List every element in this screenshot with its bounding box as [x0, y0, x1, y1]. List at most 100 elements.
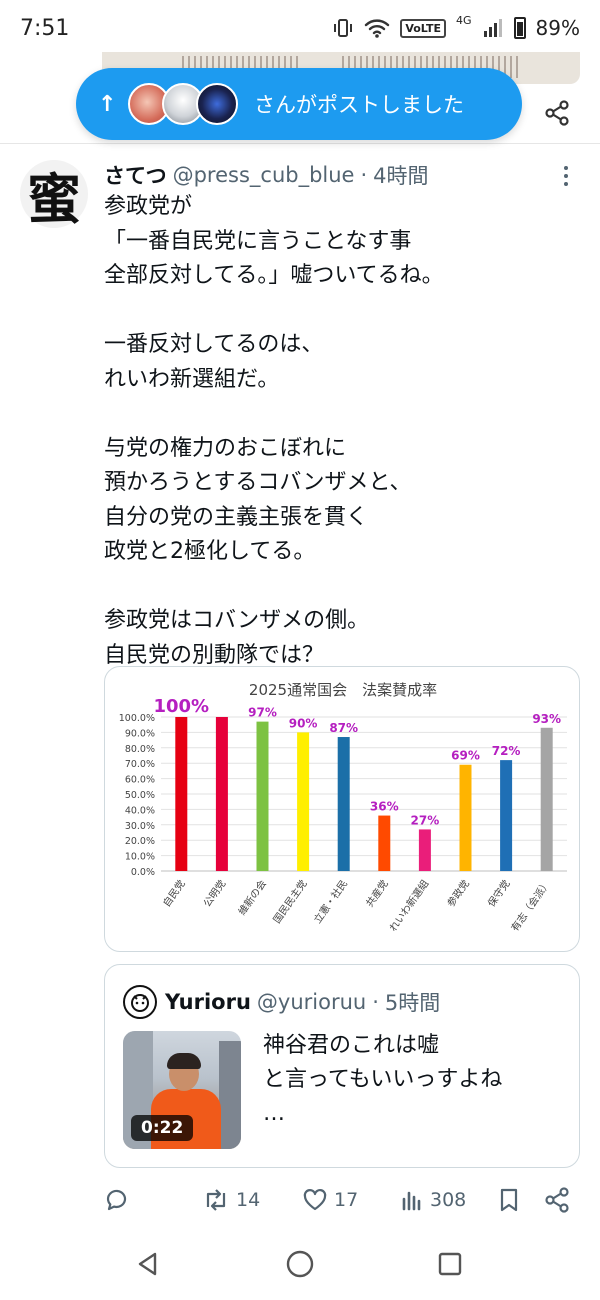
arrow-up-icon: ↑	[98, 91, 117, 117]
data-label: 27%	[411, 813, 440, 827]
data-label: 69%	[451, 749, 480, 763]
recents-square-icon	[438, 1252, 462, 1276]
y-tick-label: 0.0%	[131, 867, 155, 878]
pill-label: さんがポストしました	[254, 93, 464, 117]
bookmark-button[interactable]	[498, 1178, 520, 1222]
chart-image-card[interactable]: 2025通常国会 法案賛成率 0.0% 10.0% 20.0% 30.0% 40.0% 50…	[104, 666, 580, 952]
author-name[interactable]: さてつ	[104, 164, 167, 188]
tweet-text: 参政党が 「一番自民党に言うことなす事 全部反対してる。」嘘ついてるね。 一番反…	[104, 194, 444, 668]
y-tick-label: 70.0%	[125, 759, 155, 770]
video-duration: 0:22	[131, 1115, 194, 1141]
author-avatar[interactable]: 蜜	[20, 160, 88, 231]
quoted-tweet[interactable]: Yurioru @yurioruu · 5時間 0:22 神谷君のこれは嘘 と言…	[104, 964, 580, 1168]
share-icon[interactable]	[544, 100, 570, 126]
avatar	[196, 83, 238, 125]
vibrate-icon	[334, 19, 353, 37]
separator-dot: ·	[372, 990, 379, 1014]
bar	[337, 737, 350, 871]
volte-badge: VoLTE	[400, 18, 447, 38]
quote-avatar[interactable]	[123, 985, 157, 1019]
status-bar: 7:51 VoLTE 4G 89%	[0, 0, 600, 56]
x-tick-label: 維新の会	[235, 877, 269, 917]
bar-chart: 2025通常国会 法案賛成率 0.0% 10.0% 20.0% 30.0% 40.0% 50…	[119, 681, 567, 934]
y-tick-label: 50.0%	[125, 790, 155, 801]
y-tick-label: 40.0%	[125, 805, 155, 816]
x-tick-label: 公明党	[201, 877, 229, 909]
x-tick-label: 立憲・社民	[311, 877, 350, 925]
heart-icon	[303, 1189, 327, 1211]
x-tick-label: 有志（会派）	[508, 877, 553, 934]
tweet-actions: 14 17 308	[104, 1178, 580, 1222]
home-circle-icon	[286, 1250, 314, 1278]
back-triangle-icon	[138, 1252, 157, 1276]
separator-dot: ·	[360, 163, 368, 187]
avatar-glyph: 蜜	[27, 166, 81, 231]
share-icon	[545, 1187, 569, 1213]
quote-handle[interactable]: @yurioruu	[256, 990, 367, 1014]
bar	[418, 829, 431, 871]
bar	[256, 721, 269, 871]
bar	[297, 732, 310, 871]
reply-button[interactable]	[104, 1178, 130, 1222]
signal-icon	[483, 19, 502, 37]
quote-author-name[interactable]: Yurioru	[165, 990, 251, 1014]
bar	[459, 764, 472, 871]
bar	[215, 717, 228, 871]
x-tick-label: 国民民主党	[270, 877, 309, 925]
share-button[interactable]	[544, 1178, 570, 1222]
tweet-header: さてつ @press_cub_blue · 4時間	[104, 160, 544, 190]
retweet-count: 14	[236, 1189, 261, 1211]
retweet-button[interactable]: 14	[202, 1178, 260, 1222]
data-label: 36%	[370, 800, 399, 814]
status-time: 7:51	[20, 15, 70, 41]
battery-icon	[513, 17, 526, 39]
data-label: 90%	[289, 716, 318, 730]
author-handle[interactable]: @press_cub_blue	[172, 163, 355, 187]
x-tick-label: 自民党	[160, 877, 188, 909]
bar	[500, 760, 513, 871]
more-options-icon[interactable]	[556, 162, 576, 190]
data-label: 100%	[153, 696, 209, 717]
view-count: 308	[430, 1189, 467, 1211]
like-count: 17	[334, 1189, 359, 1211]
y-tick-label: 20.0%	[125, 836, 155, 847]
like-button[interactable]: 17	[302, 1178, 358, 1222]
x-tick-label: 参政党	[444, 877, 472, 909]
x-tick-label: 保守党	[485, 877, 513, 909]
data-label: 72%	[492, 744, 521, 758]
network-type: 4G	[456, 13, 472, 27]
y-tick-label: 60.0%	[125, 775, 155, 786]
status-icons: VoLTE 4G 89%	[332, 13, 580, 40]
post-time[interactable]: 4時間	[373, 164, 429, 188]
y-tick-label: 90.0%	[125, 728, 155, 739]
navigation-bar	[0, 1228, 600, 1300]
divider	[0, 143, 600, 144]
quote-header: Yurioru @yurioruu · 5時間	[165, 985, 440, 1019]
new-posts-pill[interactable]: ↑ さんがポストしました	[76, 68, 522, 140]
reply-icon	[106, 1189, 127, 1211]
data-label: 97%	[248, 706, 277, 720]
face-icon	[131, 994, 149, 1012]
home-button[interactable]	[278, 1242, 322, 1286]
wifi-icon	[365, 19, 390, 38]
bar	[378, 815, 391, 871]
y-tick-label: 80.0%	[125, 744, 155, 755]
bar	[175, 717, 188, 871]
quote-text: 神谷君のこれは嘘 と言ってもいいっすよね …	[263, 1033, 503, 1126]
data-label: 93%	[532, 712, 561, 726]
recents-button[interactable]	[428, 1242, 472, 1286]
back-button[interactable]	[126, 1242, 170, 1286]
data-label: 87%	[329, 721, 358, 735]
chart-title: 2025通常国会 法案賛成率	[249, 681, 437, 699]
y-tick-label: 100.0%	[119, 713, 155, 724]
bar	[540, 727, 553, 871]
video-thumbnail[interactable]: 0:22	[123, 1031, 241, 1149]
battery-percent: 89%	[535, 16, 580, 40]
views-button[interactable]: 308	[400, 1178, 466, 1222]
quote-time[interactable]: 5時間	[384, 991, 441, 1015]
pill-avatars	[128, 83, 238, 125]
x-tick-label: れいわ新選組	[386, 877, 431, 934]
x-tick-label: 共産党	[363, 877, 391, 909]
bookmark-icon	[500, 1188, 518, 1212]
retweet-icon	[206, 1189, 226, 1211]
